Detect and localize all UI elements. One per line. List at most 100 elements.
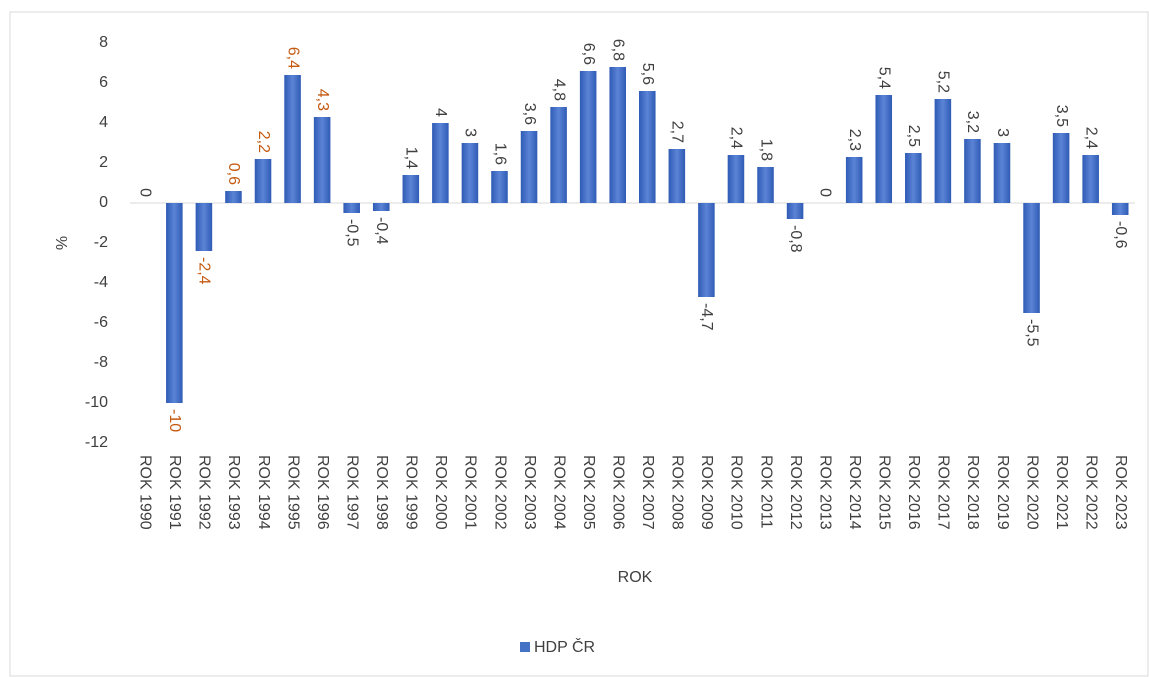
y-tick-label: -6 [94, 314, 108, 331]
x-tick-label: ROK 2022 [1082, 455, 1099, 530]
x-tick-label: ROK 2003 [521, 455, 538, 530]
value-label: 2,2 [255, 131, 272, 153]
x-tick-label: ROK 1991 [166, 455, 183, 530]
bar [491, 171, 508, 203]
y-tick-label: 0 [99, 194, 108, 211]
bar [757, 167, 774, 203]
bar [195, 203, 213, 251]
bar [668, 149, 686, 203]
bar [1111, 203, 1129, 215]
value-label: -10 [166, 409, 183, 432]
x-tick-label: ROK 1999 [403, 455, 420, 530]
x-tick-label: ROK 1995 [284, 455, 301, 530]
y-tick-label: 4 [99, 114, 108, 131]
value-label: 6,6 [580, 43, 597, 65]
bar [609, 67, 626, 203]
bar [639, 91, 656, 203]
bar [698, 203, 715, 297]
bar [1052, 133, 1070, 203]
x-tick-label: ROK 2004 [550, 455, 567, 530]
x-tick-label: ROK 2007 [639, 455, 656, 530]
value-label: 5,2 [935, 71, 952, 93]
x-tick-label: ROK 2023 [1112, 455, 1129, 530]
value-label: 3 [462, 128, 479, 137]
value-label: 3 [994, 128, 1011, 137]
x-tick-label: ROK 2014 [846, 455, 863, 530]
value-label: 5,6 [639, 63, 656, 85]
bar [402, 175, 420, 203]
value-label: 0,6 [225, 163, 242, 185]
legend-swatch [520, 642, 530, 652]
value-label: 2,4 [728, 127, 745, 149]
legend-label: HDP ČR [534, 637, 595, 656]
y-tick-label: -10 [85, 394, 108, 411]
bar [284, 75, 301, 203]
x-axis-title: ROK [618, 569, 653, 586]
x-tick-label: ROK 1993 [225, 455, 242, 530]
x-tick-label: ROK 2019 [994, 455, 1011, 530]
value-label: -5,5 [1023, 319, 1040, 347]
y-tick-label: -8 [94, 354, 108, 371]
x-tick-label: ROK 1998 [373, 455, 390, 530]
bar [254, 159, 272, 203]
x-tick-label: ROK 2020 [1023, 455, 1040, 530]
bar [225, 191, 242, 203]
x-tick-label: ROK 2010 [728, 455, 745, 530]
x-tick-label: ROK 2001 [462, 455, 479, 530]
value-label: 1,8 [757, 139, 774, 161]
value-label: -0,5 [343, 219, 360, 247]
bar [313, 117, 331, 203]
x-tick-label: ROK 2005 [580, 455, 597, 530]
value-label: 6,4 [284, 47, 301, 69]
x-tick-label: ROK 2012 [787, 455, 804, 530]
value-label: 3,2 [964, 111, 981, 133]
x-tick-label: ROK 2002 [491, 455, 508, 530]
value-label: 2,3 [846, 129, 863, 151]
bar [166, 203, 183, 403]
y-tick-label: 8 [99, 34, 108, 51]
x-tick-label: ROK 2013 [816, 455, 833, 530]
x-tick-label: ROK 2006 [609, 455, 626, 530]
bar [520, 131, 538, 203]
x-tick-label: ROK 2016 [905, 455, 922, 530]
x-tick-label: ROK 2008 [669, 455, 686, 530]
x-tick-label: ROK 2018 [964, 455, 981, 530]
value-label: 1,6 [491, 143, 508, 165]
value-label: 1,4 [403, 147, 420, 169]
bar [579, 71, 597, 203]
x-tick-label: ROK 2009 [698, 455, 715, 530]
x-tick-label: ROK 1994 [255, 455, 272, 530]
value-label: 3,5 [1053, 105, 1070, 127]
value-label: 2,4 [1082, 127, 1099, 149]
value-label: -2,4 [196, 257, 213, 285]
value-label: -4,7 [698, 303, 715, 331]
bar [875, 95, 893, 203]
bar [905, 153, 922, 203]
bar [550, 107, 567, 203]
value-label: -0,6 [1112, 221, 1129, 249]
bar [343, 203, 360, 213]
value-label: 3,6 [521, 103, 538, 125]
value-label: 5,4 [876, 67, 893, 89]
y-axis-title: % [52, 236, 69, 250]
x-tick-label: ROK 1990 [137, 455, 154, 530]
bar [461, 143, 479, 203]
x-tick-label: ROK 1996 [314, 455, 331, 530]
value-label: 4,8 [550, 79, 567, 101]
bar [372, 203, 390, 211]
x-tick-label: ROK 2011 [757, 455, 774, 529]
bar [432, 123, 449, 203]
y-tick-label: 2 [99, 154, 108, 171]
y-tick-label: -4 [94, 274, 108, 291]
bar [1082, 155, 1099, 203]
y-tick-label: -12 [85, 434, 108, 451]
value-label: 2,5 [905, 125, 922, 147]
value-label: 0 [137, 188, 154, 197]
bar [727, 155, 745, 203]
x-tick-label: ROK 2017 [935, 455, 952, 530]
y-tick-label: -2 [94, 234, 108, 251]
value-label: -0,4 [373, 217, 390, 245]
bar [1023, 203, 1040, 313]
x-tick-label: ROK 2015 [876, 455, 893, 530]
